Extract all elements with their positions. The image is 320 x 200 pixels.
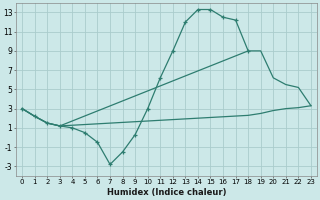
- X-axis label: Humidex (Indice chaleur): Humidex (Indice chaleur): [107, 188, 226, 197]
